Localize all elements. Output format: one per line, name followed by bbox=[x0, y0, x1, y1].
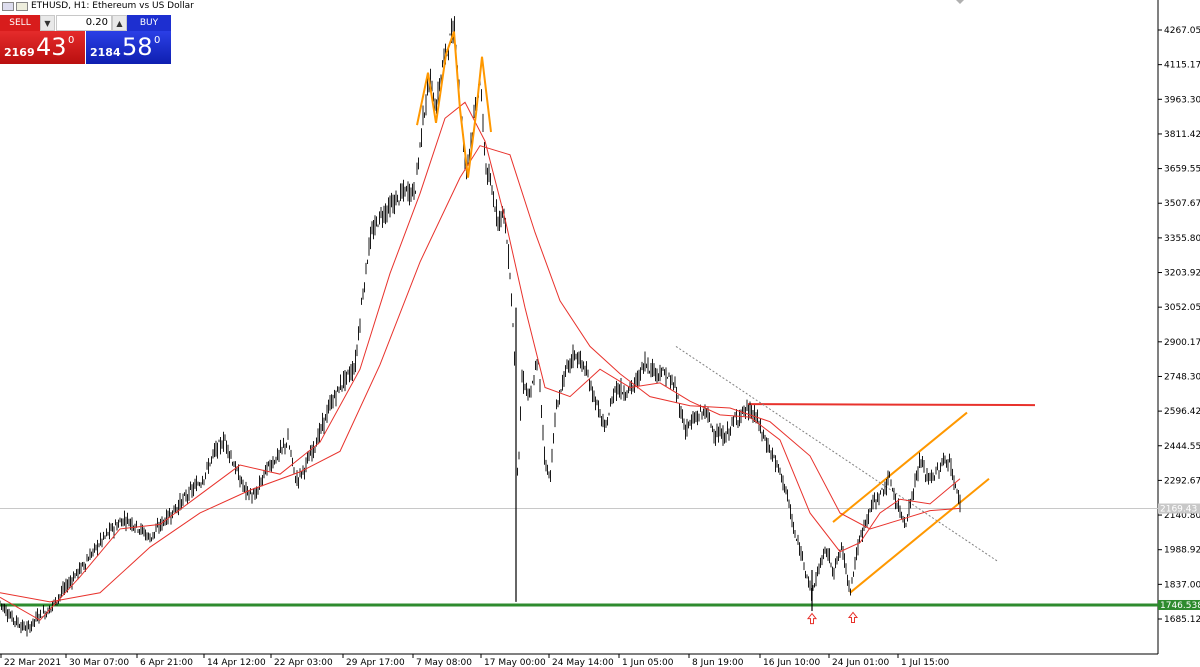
time-tick-label: 22 Apr 03:00 bbox=[274, 658, 333, 667]
time-tick-label: 1 Jun 05:00 bbox=[622, 658, 674, 667]
time-tick-label: 17 May 00:00 bbox=[484, 658, 546, 667]
support-price-tag bbox=[1158, 599, 1200, 610]
buy-button[interactable]: BUY bbox=[127, 15, 171, 31]
time-tick-label: 30 Mar 07:00 bbox=[69, 658, 129, 667]
time-tick-label: 7 May 08:00 bbox=[416, 658, 472, 667]
time-tick-label: 16 Jun 10:00 bbox=[763, 658, 820, 667]
channel-upper-line bbox=[832, 411, 968, 523]
time-tick-label: 22 Mar 2021 bbox=[4, 658, 61, 667]
time-tick-label: 24 May 14:00 bbox=[552, 658, 614, 667]
price-tick-label: 4115.175 bbox=[1164, 61, 1200, 71]
ma-fast-line bbox=[0, 101, 961, 621]
price-tick-label: 3507.675 bbox=[1164, 199, 1200, 209]
support-price-label: 1746.538 bbox=[1160, 601, 1200, 611]
symbol-icon bbox=[16, 2, 28, 11]
price-tick-label: 3963.300 bbox=[1164, 95, 1200, 105]
sell-price-big: 43 bbox=[36, 33, 67, 61]
buy-price-sup: 0 bbox=[154, 35, 161, 46]
channel-lower-line bbox=[849, 477, 990, 594]
price-tick-label: 3659.550 bbox=[1164, 165, 1200, 175]
sell-button[interactable]: SELL bbox=[0, 15, 40, 31]
ma-slow-line bbox=[0, 145, 961, 603]
time-tick-label: 1 Jul 15:00 bbox=[901, 658, 950, 667]
buy-price-small: 2184 bbox=[90, 46, 121, 59]
up-arrow-icon bbox=[847, 611, 859, 623]
chart-title: ETHUSD, H1: Ethereum vs US Dollar bbox=[31, 1, 194, 11]
buy-price-button[interactable]: 2184 58 0 bbox=[86, 31, 171, 64]
price-tick-label: 2292.675 bbox=[1164, 476, 1200, 486]
plot-area bbox=[0, 0, 1158, 654]
time-tick-label: 8 Jun 19:00 bbox=[692, 658, 744, 667]
sell-price-sup: 0 bbox=[68, 35, 75, 46]
buy-price-big: 58 bbox=[122, 33, 153, 61]
price-tick-label: 2444.550 bbox=[1164, 442, 1200, 452]
descending-trendline bbox=[675, 346, 998, 562]
price-tick-label: 2900.175 bbox=[1164, 338, 1200, 348]
current-price-tag bbox=[1158, 503, 1200, 514]
chart-icon bbox=[2, 2, 14, 11]
time-tick-label: 24 Jun 01:00 bbox=[832, 658, 889, 667]
price-tick-label: 1685.125 bbox=[1164, 615, 1200, 625]
price-tick-label: 3811.425 bbox=[1164, 130, 1200, 140]
one-click-trading-panel: SELL ▼ 0.20 ▲ BUY 2169 43 0 2184 58 0 bbox=[0, 0, 172, 64]
price-tick-label: 3355.800 bbox=[1164, 234, 1200, 244]
price-tick-label: 1837.000 bbox=[1164, 580, 1200, 590]
lot-decrease-icon[interactable]: ▼ bbox=[40, 15, 55, 31]
resistance-line bbox=[747, 403, 1036, 407]
scroll-marker-icon bbox=[956, 0, 964, 4]
price-tick-label: 1988.925 bbox=[1164, 546, 1200, 556]
lot-increase-icon[interactable]: ▲ bbox=[112, 15, 127, 31]
price-tick-label: 2748.300 bbox=[1164, 372, 1200, 382]
sell-price-button[interactable]: 2169 43 0 bbox=[0, 31, 85, 64]
lot-size-input[interactable]: 0.20 bbox=[56, 15, 112, 31]
time-tick-label: 29 Apr 17:00 bbox=[346, 658, 405, 667]
up-arrow-icon bbox=[806, 612, 818, 625]
price-tick-label: 3052.050 bbox=[1164, 303, 1200, 313]
price-tick-label: 2140.800 bbox=[1164, 511, 1200, 521]
price-tick-label: 4267.050 bbox=[1164, 26, 1200, 36]
price-tick-label: 2596.425 bbox=[1164, 407, 1200, 417]
time-tick-label: 6 Apr 21:00 bbox=[140, 658, 193, 667]
time-tick-label: 14 Apr 12:00 bbox=[207, 658, 266, 667]
current-price-label: 2169.43 bbox=[1160, 505, 1197, 515]
price-tick-label: 3203.925 bbox=[1164, 269, 1200, 279]
chart-title-bar: ETHUSD, H1: Ethereum vs US Dollar bbox=[0, 0, 230, 14]
top-pattern-zigzag bbox=[416, 31, 492, 178]
sell-price-small: 2169 bbox=[4, 46, 35, 59]
